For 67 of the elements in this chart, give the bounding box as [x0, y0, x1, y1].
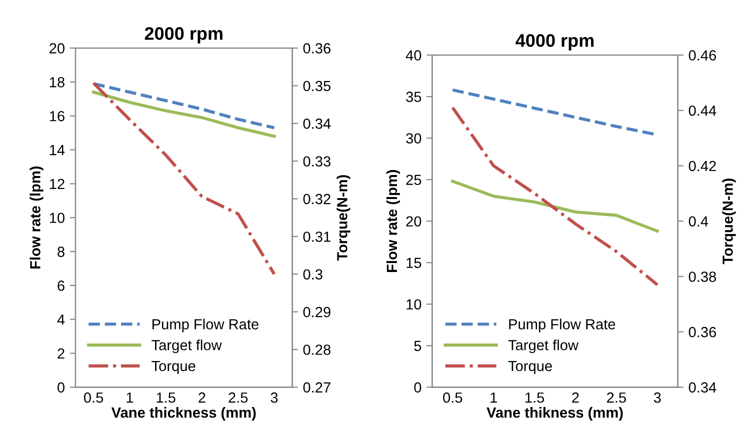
- y-axis-title: Flow rate (lpm): [386, 170, 400, 272]
- y-tick-label: 0: [58, 382, 64, 393]
- y2-tick-label: 0.46: [688, 50, 716, 60]
- y-tick-label: 35: [406, 92, 422, 102]
- y-tick-label: 30: [406, 133, 422, 144]
- y-tick-label: 15: [406, 258, 422, 268]
- y2-tick-label: 0.33: [303, 156, 330, 167]
- y2-axis-title: Torque(N-m): [336, 175, 350, 261]
- x-axis-title: Vane thickness (mm): [111, 407, 256, 421]
- y-tick-label: 5: [414, 340, 422, 352]
- y-tick-label: 18: [50, 77, 64, 88]
- x-tick-label: 0.5: [443, 392, 462, 403]
- y-tick-label: 16: [50, 110, 64, 122]
- x-tick-label: 2: [198, 392, 206, 403]
- y-tick-label: 20: [406, 216, 422, 227]
- y-tick-label: 6: [58, 280, 64, 291]
- chart-title: 4000 rpm: [516, 34, 594, 50]
- x-tick-label: 0.5: [84, 392, 104, 403]
- y2-tick-label: 0.28: [303, 344, 330, 355]
- x-tick-label: 1.5: [526, 392, 544, 403]
- y-tick-label: 10: [406, 299, 422, 310]
- x-tick-label: 3: [654, 392, 661, 403]
- chart-title: 2000 rpm: [144, 27, 222, 44]
- y-tick-label: 40: [406, 50, 422, 60]
- legend-label: Target flow: [508, 340, 579, 354]
- y2-tick-label: 0.4: [688, 216, 708, 227]
- x-tick-label: 2.5: [228, 392, 248, 403]
- y2-tick-label: 0.36: [688, 326, 716, 338]
- y2-tick-label: 0.3: [303, 269, 322, 280]
- legend-label: Torque: [152, 361, 196, 374]
- y2-tick-label: 0.34: [688, 382, 716, 393]
- line-series: [451, 180, 659, 233]
- y-tick-label: 8: [58, 246, 64, 257]
- x-tick-label: 2: [572, 392, 579, 403]
- y-tick-label: 2: [58, 348, 64, 359]
- y2-axis-title: Torque(N-m): [722, 178, 736, 264]
- line-series: [451, 106, 659, 286]
- y-axis-title: Flow rate (lpm): [30, 166, 44, 268]
- y-tick-label: 20: [50, 43, 64, 54]
- y2-tick-label: 0.42: [688, 160, 716, 172]
- y-tick-label: 0: [414, 382, 422, 393]
- x-tick-label: 1: [490, 392, 497, 403]
- legend-label: Pump Flow Rate: [509, 318, 616, 332]
- y-tick-label: 12: [50, 178, 64, 189]
- x-tick-label: 1.5: [156, 392, 176, 403]
- x-axis-title: Vane thikness (mm): [486, 407, 623, 421]
- y-tick-label: 10: [50, 212, 64, 224]
- x-tick-label: 1: [126, 392, 134, 403]
- y2-tick-label: 0.34: [303, 118, 331, 129]
- y2-tick-label: 0.32: [303, 194, 330, 204]
- y2-tick-label: 0.35: [303, 80, 330, 92]
- y2-tick-label: 0.27: [303, 382, 330, 393]
- y-tick-label: 14: [50, 145, 65, 156]
- legend-label: Pump Flow Rate: [152, 318, 258, 332]
- line-series: [92, 82, 276, 276]
- x-tick-label: 2.5: [607, 392, 626, 403]
- y-tick-label: 25: [406, 174, 422, 186]
- y2-tick-label: 0.31: [303, 232, 330, 242]
- x-tick-label: 3: [270, 392, 278, 403]
- legend-label: Torque: [508, 361, 552, 374]
- y2-tick-label: 0.44: [688, 106, 716, 116]
- y2-tick-label: 0.38: [688, 272, 716, 282]
- legend-label: Target flow: [152, 340, 222, 354]
- y2-tick-label: 0.29: [303, 306, 330, 318]
- y2-tick-label: 0.36: [303, 43, 330, 54]
- y-tick-label: 4: [57, 314, 65, 325]
- line-series: [92, 90, 276, 138]
